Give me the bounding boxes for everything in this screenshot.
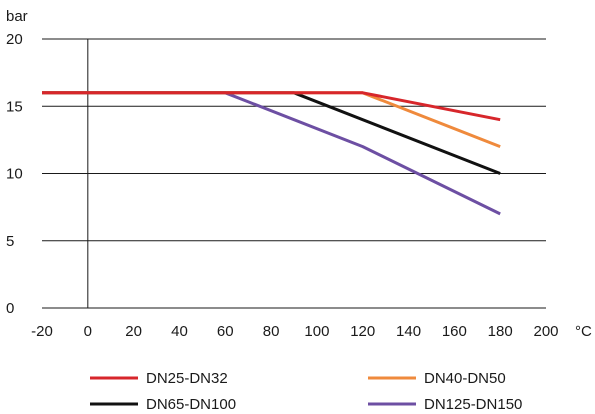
x-tick-label: 0	[84, 323, 92, 340]
x-tick-label: 160	[442, 323, 467, 340]
legend-label: DN65-DN100	[146, 396, 236, 413]
tick-labels: 0 5 10 15 20 -20 0 20 40 60 80 100 120 140 160 180 200	[6, 31, 559, 340]
legend: DN25-DN32 DN40-DN50 DN65-DN100 DN125-DN150	[90, 370, 522, 413]
legend-item-dn65-dn100: DN65-DN100	[90, 396, 236, 413]
x-tick-label: 100	[304, 323, 329, 340]
y-tick-label: 10	[6, 166, 23, 183]
series-line-dn40-dn50	[42, 91, 501, 148]
legend-label: DN25-DN32	[146, 370, 228, 387]
legend-label: DN125-DN150	[424, 396, 522, 413]
x-tick-label: 40	[171, 323, 188, 340]
x-tick-label: 20	[125, 323, 142, 340]
x-tick-label: -20	[31, 323, 53, 340]
x-tick-label: 200	[533, 323, 558, 340]
y-tick-label: 0	[6, 300, 14, 317]
x-tick-label: 80	[263, 323, 280, 340]
legend-item-dn125-dn150: DN125-DN150	[368, 396, 522, 413]
legend-item-dn40-dn50: DN40-DN50	[368, 370, 506, 387]
y-axis-unit-label: bar	[6, 8, 28, 25]
legend-item-dn25-dn32: DN25-DN32	[90, 370, 228, 387]
series-lines	[42, 91, 501, 216]
series-line-dn25-dn32	[42, 91, 501, 122]
y-tick-label: 20	[6, 31, 23, 48]
x-tick-label: 140	[396, 323, 421, 340]
x-tick-label: 180	[488, 323, 513, 340]
x-tick-label: 60	[217, 323, 234, 340]
y-tick-label: 15	[6, 98, 23, 115]
series-line-dn125-dn150	[42, 91, 501, 216]
x-tick-label: 120	[350, 323, 375, 340]
legend-label: DN40-DN50	[424, 370, 506, 387]
y-tick-label: 5	[6, 233, 14, 250]
grid-lines	[42, 38, 546, 309]
x-axis-unit-label: °C	[575, 323, 592, 340]
